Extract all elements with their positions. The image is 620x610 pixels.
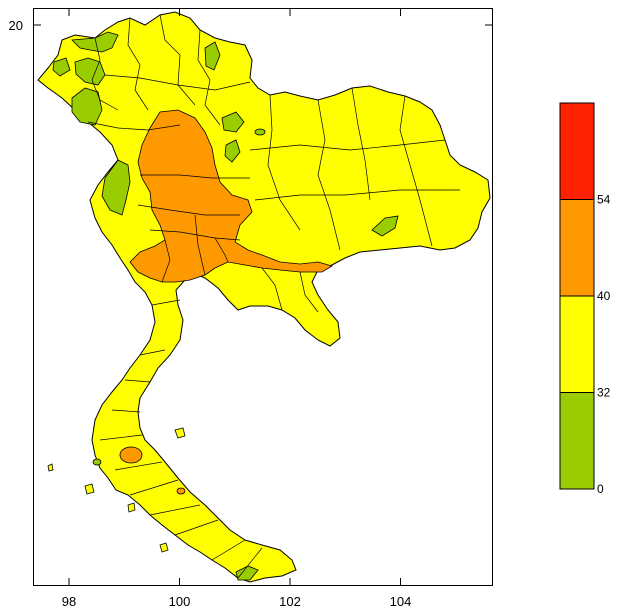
green-zone-west [101,159,131,216]
legend-label: 54 [597,193,611,207]
green-zone-north [254,128,266,136]
x-tick-label: 100 [169,594,191,609]
orange-zone-south [119,446,143,464]
island [174,427,186,439]
legend-label: 32 [597,386,611,400]
legend-swatch [559,102,595,200]
contour-label: 32 [230,0,244,1]
island [127,502,136,513]
x-tick-label: 98 [62,594,76,609]
island [47,463,54,472]
x-tick-label: 104 [390,594,412,609]
x-tick-label: 102 [279,594,301,609]
green-zone-north [71,31,119,53]
legend-swatch [559,295,595,393]
orange-zone-south-small [176,487,186,495]
legend-swatch [559,199,595,297]
island [84,483,95,495]
color-legend: 0 32 40 54 [559,102,611,496]
green-zone-north [74,57,106,86]
green-zone-north [224,139,241,163]
green-zone-northeast [371,215,399,237]
land-mass [37,11,491,583]
green-zone-north [52,57,71,77]
green-zone-far-south [235,565,259,581]
green-zone-north [71,87,103,126]
contour-labels: 32404040 [230,0,244,1]
legend-swatch [559,392,595,490]
axis-ticks: 9810010210420181614121086 [9,8,493,609]
green-zone-north [221,111,245,133]
province-boundaries [87,14,460,579]
legend-label: 40 [597,289,611,303]
island [159,542,169,553]
y-tick-label: 20 [9,18,23,33]
green-zone-south [92,458,102,466]
green-zone-north [204,41,221,71]
legend-label: 0 [597,482,604,496]
